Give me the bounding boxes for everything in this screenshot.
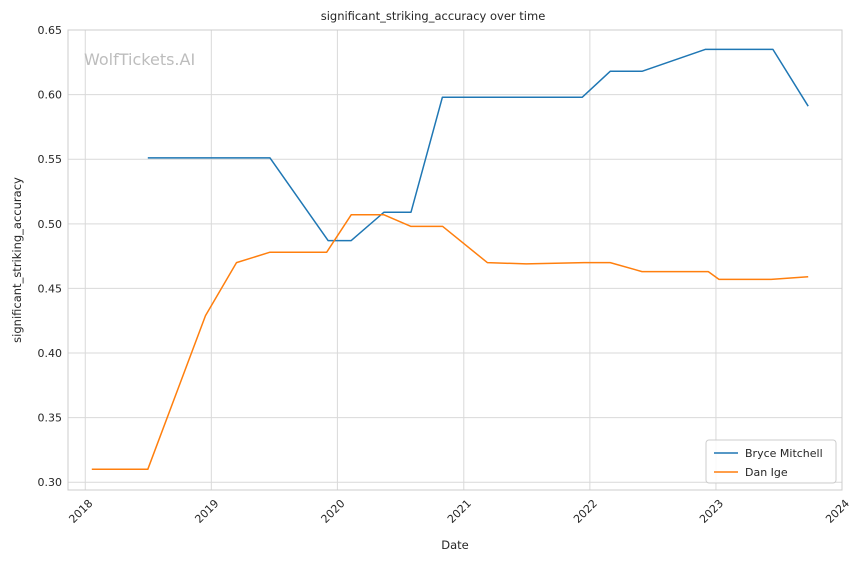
x-tick-label: 2024 (823, 497, 852, 526)
legend-label: Bryce Mitchell (745, 447, 823, 460)
y-tick-label: 0.50 (38, 218, 63, 231)
y-tick-labels: 0.30 0.35 0.40 0.45 0.50 0.55 0.60 0.65 (38, 24, 63, 489)
x-tick-label: 2020 (319, 497, 348, 526)
y-axis-label: significant_striking_accuracy (10, 177, 24, 343)
x-tick-label: 2021 (445, 497, 474, 526)
series-lines (91, 48, 809, 471)
legend-box (705, 439, 837, 484)
legend: Bryce Mitchell Dan Ige (705, 439, 837, 484)
series-line-bryce-mitchell (147, 48, 809, 242)
legend-label: Dan Ige (745, 466, 788, 479)
y-tick-label: 0.40 (38, 347, 63, 360)
y-tick-label: 0.65 (38, 24, 63, 37)
x-tick-label: 2022 (571, 497, 600, 526)
plot-frame (67, 29, 843, 491)
x-tick-labels: 2018 2019 2020 2021 2022 2023 2024 (66, 497, 852, 526)
grid (68, 29, 843, 490)
x-axis-label: Date (441, 538, 469, 552)
chart-title: significant_striking_accuracy over time (321, 9, 546, 23)
y-tick-label: 0.45 (38, 282, 63, 295)
x-tick-label: 2019 (192, 497, 221, 526)
series-line-dan-ige (91, 214, 809, 471)
x-tick-label: 2023 (697, 497, 726, 526)
y-tick-label: 0.60 (38, 89, 63, 102)
y-tick-label: 0.35 (38, 412, 63, 425)
watermark: WolfTickets.AI (84, 50, 195, 69)
y-tick-label: 0.55 (38, 153, 63, 166)
x-tick-label: 2018 (66, 497, 95, 526)
y-tick-label: 0.30 (38, 476, 63, 489)
